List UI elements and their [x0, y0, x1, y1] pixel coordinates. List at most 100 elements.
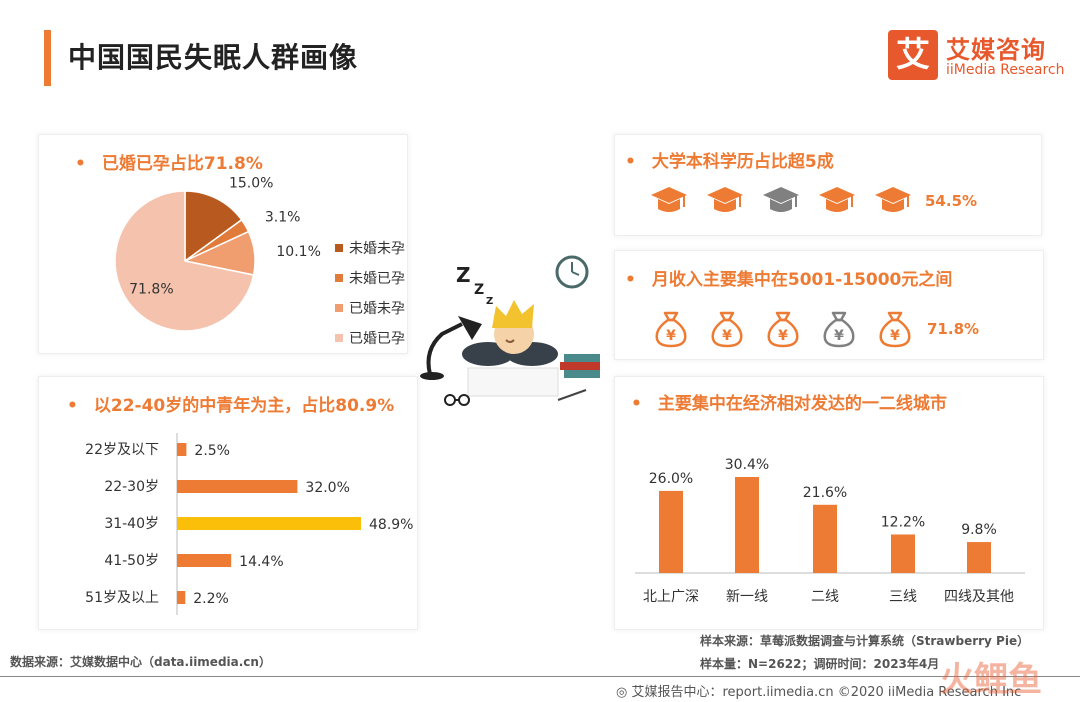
graduation-cap-icon	[819, 187, 855, 212]
logo-mark: 艾	[888, 30, 938, 80]
footer-site-text: 艾媒报告中心：report.iimedia.cn ©2020 iiMedia R…	[631, 685, 1022, 700]
city-panel: • 主要集中在经济相对发达的一二线城市 26.0% 北上广深 30.4% 新一线 21.6…	[614, 376, 1044, 630]
money-bag-icon: ¥	[655, 311, 687, 348]
legend-label: 已婚未孕	[349, 301, 405, 317]
age-bar	[177, 480, 298, 493]
city-value-label: 26.0%	[649, 471, 693, 487]
money-bag-icon: ¥	[711, 311, 743, 348]
city-category-label: 三线	[889, 589, 917, 605]
svg-text:¥: ¥	[666, 328, 676, 344]
bullet: •	[625, 270, 636, 290]
marriage-title-text: 已婚已孕占比71.8%	[101, 154, 263, 174]
education-icon-row: 54.5%	[649, 181, 977, 221]
legend-label: 未婚未孕	[349, 241, 405, 257]
city-category-label: 四线及其他	[944, 589, 1014, 605]
age-title-text: 以22-40岁的中青年为主，占比80.9%	[93, 396, 395, 416]
page-title: 中国国民失眠人群画像	[68, 41, 359, 74]
sample-source: 样本来源：草莓派数据调查与计算系统（Strawberry Pie）	[700, 634, 1030, 648]
legend-label: 未婚已孕	[349, 271, 405, 287]
pie-legend: 未婚未孕未婚已孕已婚未孕已婚已孕	[335, 239, 407, 359]
city-bar	[659, 490, 683, 573]
age-category-label: 31-40岁	[104, 516, 159, 532]
income-panel-title: • 月收入主要集中在5001-15000元之间	[625, 265, 952, 290]
money-bag-icon: ¥	[879, 311, 911, 348]
legend-swatch	[335, 304, 343, 312]
pie-label-3: 71.8%	[129, 281, 173, 297]
education-title-text: 大学本科学历占比超5成	[651, 152, 834, 172]
bullet: •	[631, 394, 642, 414]
globe-icon: ◎	[616, 685, 632, 700]
age-value-label: 14.4%	[239, 554, 283, 570]
city-bar	[813, 504, 837, 573]
legend-label: 已婚已孕	[349, 331, 405, 347]
legend-swatch	[335, 274, 343, 282]
income-icon-row: ¥ ¥ ¥ ¥ ¥71.8%	[651, 309, 979, 349]
age-category-label: 22-30岁	[104, 479, 159, 495]
logo-cn-text: 艾媒咨询	[946, 36, 1046, 64]
age-category-label: 51岁及以上	[85, 590, 159, 606]
city-panel-title: • 主要集中在经济相对发达的一二线城市	[631, 389, 947, 414]
graduation-cap-icon	[763, 187, 799, 212]
city-title-text: 主要集中在经济相对发达的一二线城市	[657, 394, 947, 414]
income-title-text: 月收入主要集中在5001-15000元之间	[651, 270, 953, 290]
svg-text:¥: ¥	[722, 328, 732, 344]
education-percent: 54.5%	[925, 192, 978, 210]
age-panel-title: • 以22-40岁的中青年为主，占比80.9%	[67, 391, 394, 416]
graduation-cap-icon	[651, 187, 687, 212]
graduation-cap-icon	[875, 187, 911, 212]
city-value-label: 30.4%	[725, 457, 769, 473]
city-bar-chart: 26.0% 北上广深 30.4% 新一线 21.6% 二线 12.2% 三线 9.8% 四线及其他	[635, 457, 1025, 605]
marriage-pie-chart: 15.0% 3.1% 10.1% 71.8%	[114, 176, 321, 332]
legend-swatch	[335, 244, 343, 252]
age-value-label: 2.5%	[194, 443, 230, 459]
age-bar	[177, 443, 187, 456]
age-value-label: 48.9%	[369, 517, 413, 533]
logo-en-text: iiMedia Research	[946, 62, 1065, 78]
graduation-cap-icon	[707, 187, 743, 212]
bullet: •	[67, 396, 78, 416]
legend-item: 已婚未孕	[335, 299, 407, 329]
brand-logo: 艾 艾媒咨询 iiMedia Research	[888, 30, 1068, 82]
svg-text:Z: Z	[486, 296, 493, 307]
sample-size: 样本量：N=2622；调研时间：2023年4月	[700, 657, 940, 671]
footer-site: ◎ 艾媒报告中心：report.iimedia.cn ©2020 iiMedia…	[616, 681, 1021, 700]
city-value-label: 21.6%	[803, 485, 847, 501]
city-bar	[891, 534, 915, 573]
svg-text:¥: ¥	[834, 328, 844, 344]
title-accent-bar	[44, 30, 51, 86]
bullet: •	[625, 152, 636, 172]
city-category-label: 新一线	[726, 589, 768, 605]
age-panel: • 以22-40岁的中青年为主，占比80.9% 22岁及以下 2.5% 22-30岁 3…	[38, 376, 418, 630]
footer-divider	[0, 676, 1080, 677]
data-source: 数据来源：艾媒数据中心（data.iimedia.cn）	[10, 655, 271, 669]
age-bar	[177, 591, 186, 604]
city-bar	[735, 477, 759, 573]
education-panel: • 大学本科学历占比超5成 54.5%	[614, 134, 1042, 236]
legend-item: 未婚已孕	[335, 269, 407, 299]
city-value-label: 9.8%	[961, 522, 997, 538]
legend-item: 已婚已孕	[335, 329, 407, 359]
svg-text:Z: Z	[456, 263, 471, 287]
pie-label-2: 10.1%	[276, 244, 320, 260]
pie-label-0: 15.0%	[229, 176, 273, 192]
watermark: 火鲤鱼	[940, 660, 1042, 700]
legend-item: 未婚未孕	[335, 239, 407, 269]
income-percent: 71.8%	[927, 320, 980, 338]
svg-text:¥: ¥	[778, 328, 788, 344]
city-category-label: 二线	[811, 589, 839, 605]
income-panel: • 月收入主要集中在5001-15000元之间 ¥ ¥ ¥ ¥ ¥71.8%	[614, 250, 1044, 360]
age-value-label: 32.0%	[305, 480, 349, 496]
city-bar	[967, 542, 991, 573]
money-bag-icon: ¥	[823, 311, 855, 348]
bullet: •	[75, 154, 86, 174]
pie-slice-3	[114, 190, 255, 332]
svg-text:Z: Z	[474, 282, 484, 298]
age-category-label: 22岁及以下	[85, 442, 159, 458]
svg-text:¥: ¥	[890, 328, 900, 344]
marriage-panel: • 已婚已孕占比71.8% 15.0% 3.1% 10.1% 71.8% 未婚未孕 未婚已…	[38, 134, 408, 354]
legend-swatch	[335, 334, 343, 342]
money-bag-icon: ¥	[767, 311, 799, 348]
city-category-label: 北上广深	[643, 589, 699, 605]
city-value-label: 12.2%	[881, 514, 925, 530]
age-bar	[177, 517, 361, 530]
